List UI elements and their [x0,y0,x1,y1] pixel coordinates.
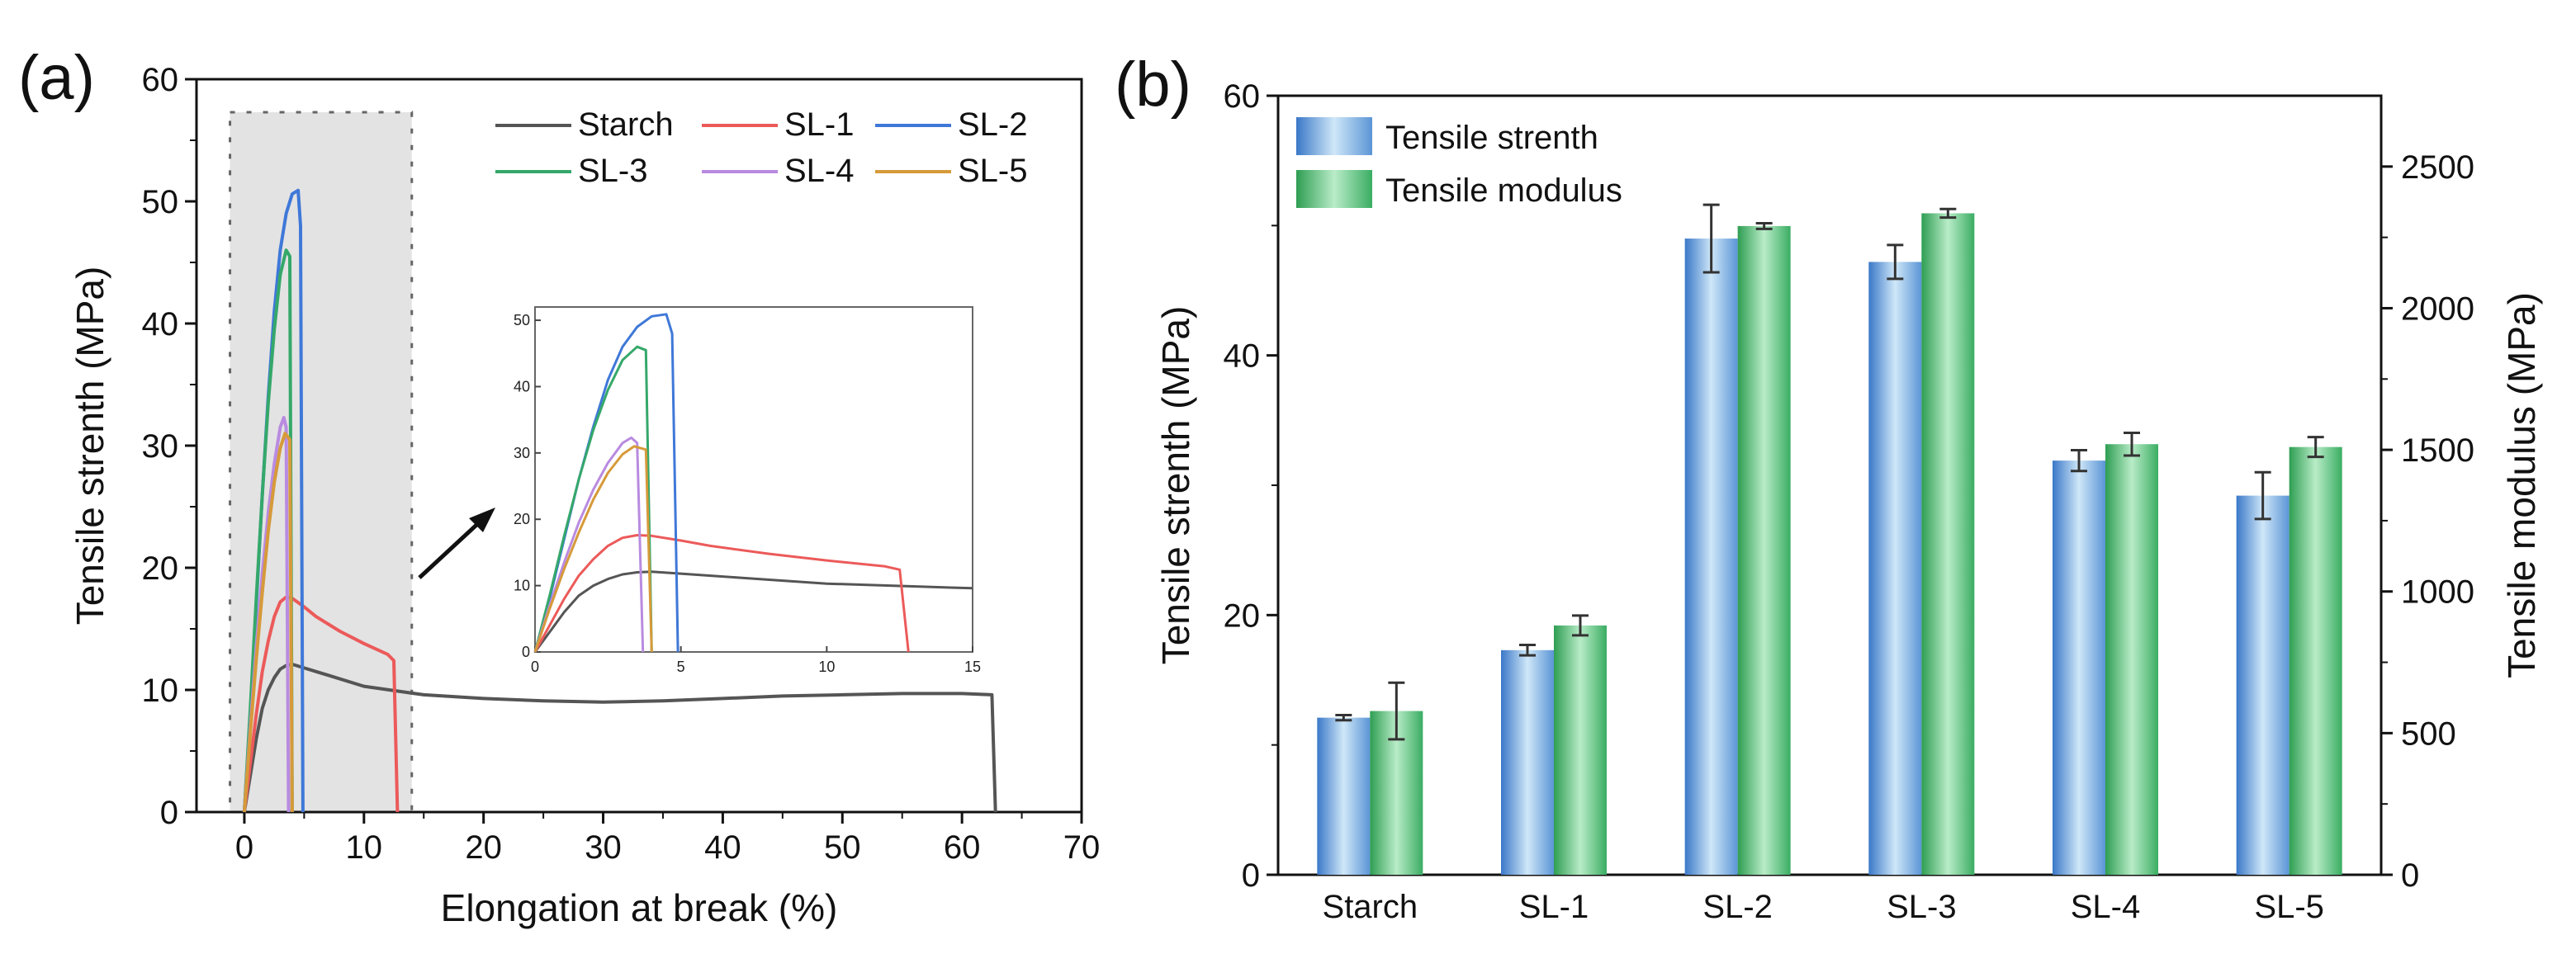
y2-ticks-b: 0 500 1000 1500 2000 2500 [2381,149,2474,894]
x-tick-label: 40 [704,829,741,866]
legend-label: SL-2 [958,106,1028,143]
x-tick-label: 30 [585,829,622,866]
y2-axis-label-b: Tensile modulus (MPa) [2500,292,2543,678]
y2-tick-label: 500 [2401,716,2456,752]
y2-tick-label: 2000 [2401,290,2474,327]
inset-series-line-sl-5 [533,445,653,653]
x-tick-label: 10 [346,829,383,866]
inset-x-tick-label: 15 [964,659,981,675]
inset-x-tick-label: 10 [818,659,835,675]
y-tick-label: 30 [142,428,179,465]
bar-tensile-strength [1501,649,1554,875]
inset-x-ticks: 0 5 10 15 [531,646,981,675]
category-label: SL-5 [2254,889,2324,925]
inset-arrow [418,515,487,579]
y-tick-label: 50 [142,184,179,220]
bar-tensile-strength [1868,262,1922,875]
inset-x-tick-label: 5 [677,659,685,675]
category-labels-b: Starch SL-1 SL-2 SL-3 SL-4 SL-5 [1323,889,2324,925]
legend-swatch [1296,170,1372,208]
y-tick-label: 0 [160,795,178,831]
y-tick-label: 40 [1224,338,1261,375]
bar-tensile-strength [2053,460,2105,875]
y-tick-label: 20 [142,550,179,587]
category-label: SL-3 [1887,889,1957,925]
legend-label: Starch [578,106,674,143]
series-line-sl-3 [242,248,294,813]
inset-arrow-head-icon [469,508,495,532]
y-axis-label-b: Tensile strenth (MPa) [1154,306,1197,665]
x-tick-label: 50 [824,829,861,866]
bar-tensile-strength [1317,717,1371,875]
inset-plot: 0 5 10 15 0 10 20 30 40 50 [514,306,981,675]
category-label: SL-1 [1519,889,1589,925]
plot-frame-b [1276,94,2383,876]
inset-series-line-starch [533,570,973,653]
legend-swatch [1296,117,1372,155]
x-tick-label: 60 [944,829,981,866]
x-tick-label: 20 [465,829,502,866]
y2-tick-label: 2500 [2401,149,2474,186]
inset-x-tick-label: 0 [531,659,539,675]
y-tick-label: 60 [1224,78,1261,115]
legend-label: SL-3 [578,153,648,189]
x-tick-label: 0 [235,829,253,866]
legend-label: Tensile modulus [1385,172,1622,209]
inset-y-tick-label: 40 [514,378,530,394]
x-axis-label-a: Elongation at break (%) [441,886,838,929]
bar-tensile-modulus [2105,444,2158,875]
legend-label: SL-5 [958,153,1028,189]
inset-series-line-sl-3 [533,345,653,653]
y2-tick-label: 0 [2401,857,2419,894]
x-ticks-a: 0 10 20 30 40 50 60 70 [235,812,1100,866]
inset-frame [534,306,973,653]
bar-tensile-modulus [1554,625,1607,875]
legend-b: Tensile strenth Tensile modulus [1296,117,1622,209]
y-ticks-b: 0 20 40 60 [1224,78,1278,894]
inset-y-tick-label: 20 [514,511,530,527]
y2-tick-label: 1000 [2401,574,2474,611]
y-tick-label: 20 [1224,597,1261,634]
legend-a: Starch SL-1 SL-2 SL-3 SL-4 SL-5 [495,106,1028,189]
category-label: Starch [1323,889,1418,925]
y-tick-label: 0 [1242,857,1260,894]
bar-tensile-strength [2236,495,2290,875]
y-axis-label-a: Tensile strenth (MPa) [69,267,111,626]
bar-tensile-modulus [1921,213,1975,875]
x-tick-label: 70 [1063,829,1101,866]
inset-y-tick-label: 50 [514,312,530,328]
legend-label: Tensile strenth [1385,120,1598,156]
legend-label: SL-1 [784,106,855,143]
y-tick-label: 60 [142,62,179,98]
y-ticks-a: 0 10 20 30 40 50 60 [142,62,197,831]
y-tick-label: 10 [142,673,179,709]
y2-tick-label: 1500 [2401,432,2474,469]
category-label: SL-2 [1702,889,1773,925]
series-a [242,188,997,813]
inset-y-tick-label: 10 [514,578,530,594]
legend-label: SL-4 [784,153,855,189]
inset-series-line-sl-4 [533,436,645,653]
panel-a-label: (a) [18,43,95,113]
bars-b [1317,203,2342,876]
inset-y-tick-label: 30 [514,445,530,461]
bar-tensile-modulus [2289,446,2342,875]
y-tick-label: 40 [142,306,179,342]
inset-series-line-sl-1 [533,534,910,653]
bar-tensile-strength [1684,238,1738,876]
inset-y-tick-label: 0 [522,644,530,660]
inset-series [533,313,973,653]
category-label: SL-4 [2071,889,2141,925]
bar-tensile-modulus [1737,225,1791,875]
series-line-sl-5 [242,432,294,813]
panel-b-label: (b) [1115,50,1191,120]
inset-y-ticks: 0 10 20 30 40 50 [514,312,541,660]
